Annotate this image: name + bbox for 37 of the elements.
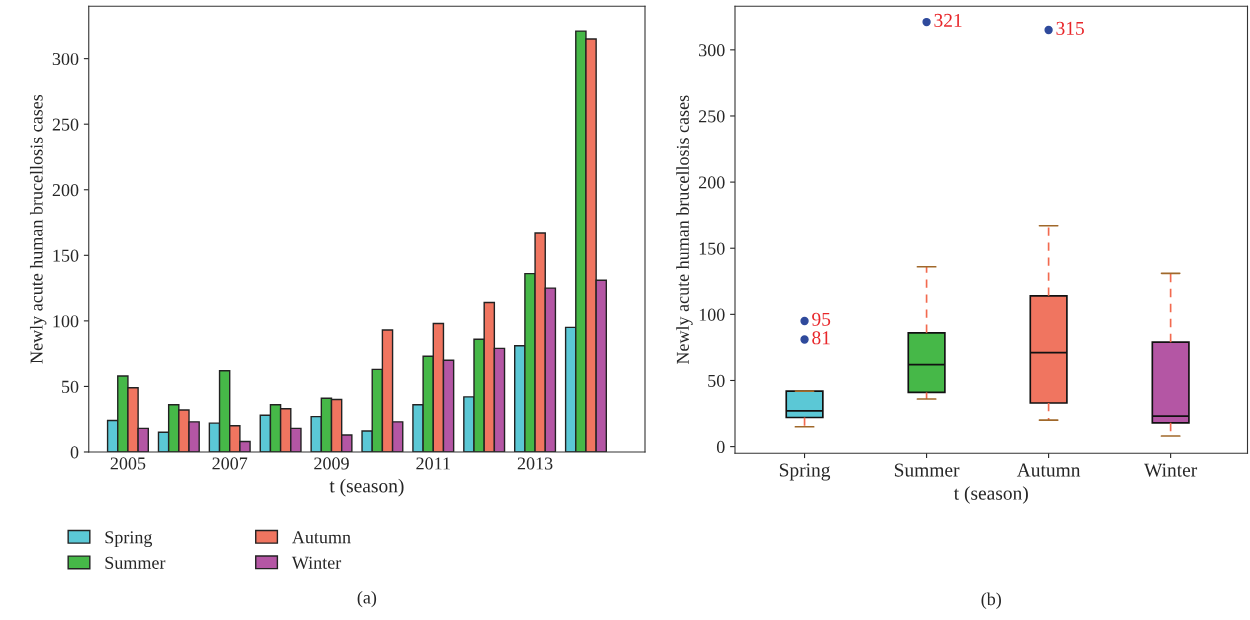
y-tick-label: 250 — [52, 118, 79, 131]
x-tick-label: 2011 — [416, 457, 450, 470]
y-tick-label: 300 — [52, 52, 79, 66]
x-tick-label: Autumn — [1016, 463, 1081, 477]
x-tick-label: 2005 — [110, 457, 146, 470]
legend-label: Spring — [105, 531, 153, 548]
legend-label: Winter — [291, 556, 342, 569]
text: (a) — [357, 590, 377, 608]
y-tick-label: 200 — [698, 176, 725, 189]
y-tick-label: 0 — [716, 440, 725, 454]
y-tick-label: 300 — [699, 44, 725, 57]
annotation: 95 — [812, 312, 831, 326]
y-tick-label: 100 — [699, 308, 725, 321]
x-tick-label: Winter — [1144, 463, 1198, 477]
y-tick-label: 50 — [62, 380, 79, 393]
y-axis-title: Newly acute human brucellosis cases — [676, 95, 693, 365]
annotation: 315 — [1056, 21, 1084, 35]
annotation: 321 — [934, 13, 962, 27]
y-axis-title: Newly acute human brucellosis cases — [29, 94, 47, 364]
y-tick-label: 0 — [70, 446, 79, 459]
x-tick-label: 2009 — [314, 457, 349, 470]
x-axis-title: t (season) — [953, 486, 1028, 504]
x-tick-label: 2007 — [212, 457, 248, 470]
y-tick-label: 200 — [52, 184, 79, 197]
legend-label: Summer — [105, 556, 166, 569]
x-tick-label: 2013 — [517, 457, 553, 470]
annotation: 81 — [812, 331, 830, 345]
y-tick-label: 150 — [699, 242, 725, 255]
legend-label: Autumn — [292, 531, 351, 544]
x-tick-label: Spring — [779, 463, 831, 481]
x-axis-title: t (season) — [329, 478, 404, 497]
y-tick-label: 50 — [708, 374, 725, 387]
y-tick-label: 100 — [53, 315, 79, 328]
x-tick-label: Summer — [894, 463, 960, 477]
y-tick-label: 150 — [53, 249, 79, 262]
text: (b) — [981, 592, 1001, 609]
y-tick-label: 250 — [698, 110, 725, 123]
